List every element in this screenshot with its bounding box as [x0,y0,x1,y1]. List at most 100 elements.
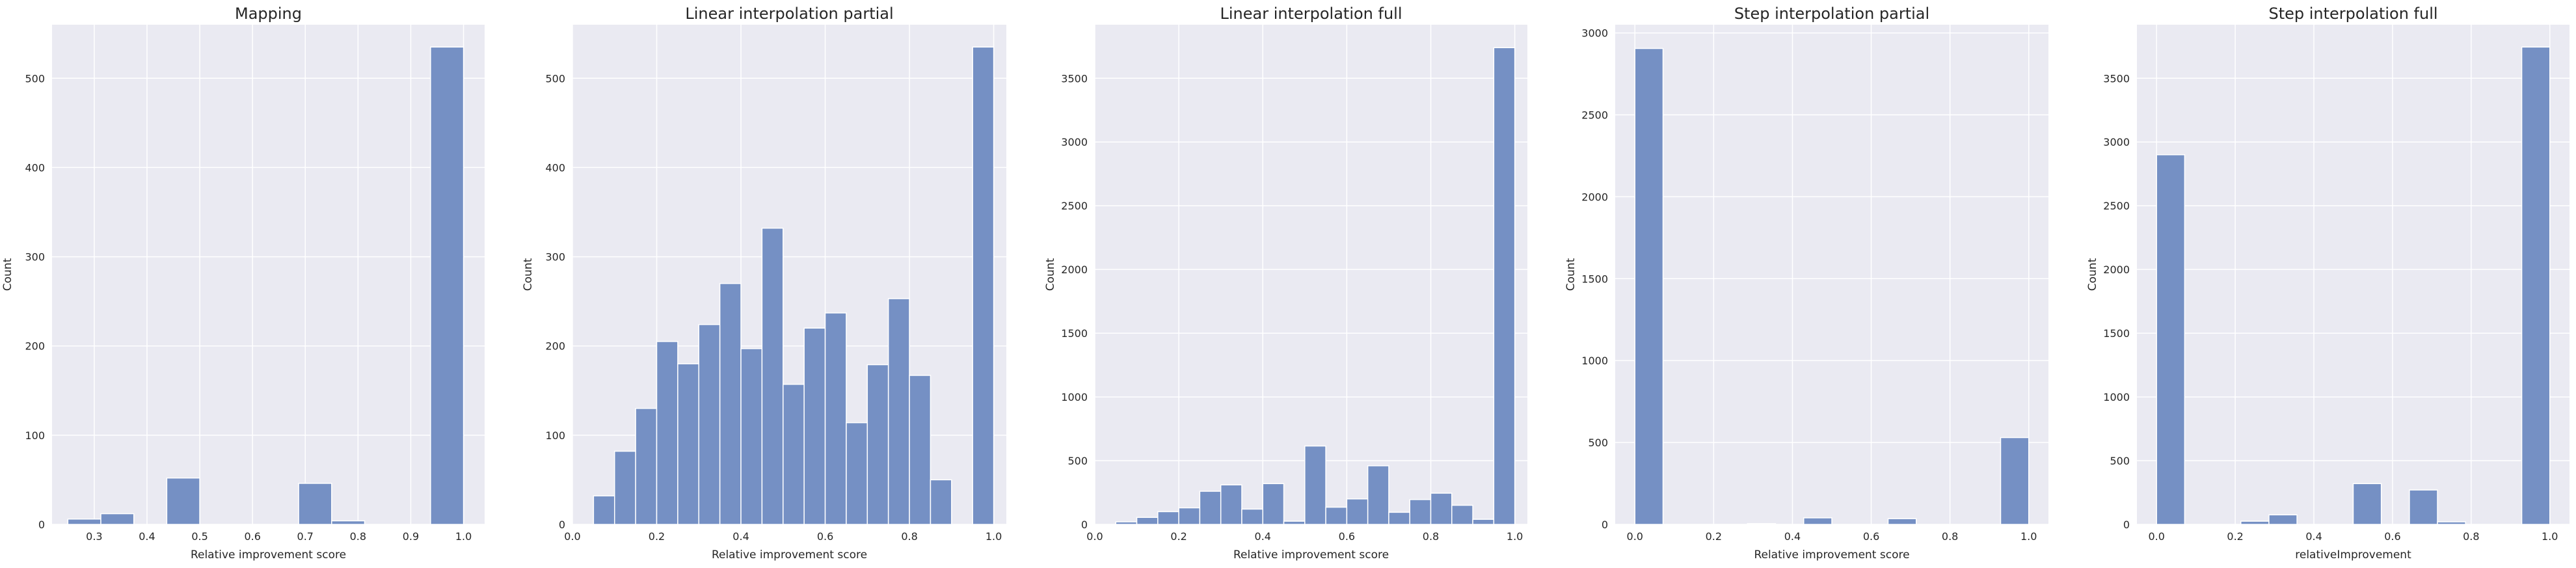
x-tick-label: 0.4 [1255,530,1271,543]
x-tick-label: 1.0 [986,530,1002,543]
histogram-bar [1262,483,1285,525]
histogram-bar [1241,508,1264,525]
chart-title: Linear interpolation partial [685,5,893,23]
histogram-bar [100,513,135,525]
y-tick-label: 2500 [1061,200,1088,212]
histogram-bar [1115,521,1138,525]
x-axis-label: relativeImprovement [2295,548,2411,561]
y-tick-label: 3000 [2103,136,2130,148]
x-tick-label: 0.7 [297,530,314,543]
x-tick-label: 0.8 [901,530,917,543]
histogram-bar [331,520,366,525]
histogram-bar [430,46,464,525]
y-tick-label: 0 [1081,519,1088,531]
chart-title: Mapping [235,5,302,23]
x-axis-label: Relative improvement score [712,548,867,561]
x-tick-label: 0.0 [1086,530,1103,543]
chart-panel-5: 0.0 0.2 0.4 0.6 0.8 1.0 0 500 1000 1500 2000 2500 30… [2086,5,2569,561]
x-tick-label: 0.4 [139,530,155,543]
x-tick-label: 1.0 [1507,530,1523,543]
histogram-bar [166,477,200,525]
histogram-bar [1199,491,1222,525]
y-tick-label: 2500 [2103,200,2130,212]
y-tick-label: 1000 [1581,355,1608,367]
x-tick-label: 0.4 [2305,530,2322,543]
y-tick-label: 0 [559,519,565,531]
y-tick-label: 100 [25,429,45,442]
x-tick-label: 0.8 [1423,530,1439,543]
histogram-bar [2156,154,2186,525]
x-tick-label: 0.8 [350,530,366,543]
y-tick-label: 500 [1067,455,1088,467]
plot-area [52,25,485,524]
histogram-bar [1409,499,1432,525]
x-axis-label: Relative improvement score [1754,548,1909,561]
y-tick-label: 0 [2123,519,2130,531]
chart-panel-2: 0.0 0.2 0.4 0.6 0.8 1.0 0 100 200 300 400 500 Linear… [522,5,1006,561]
histogram-bar [1178,507,1201,525]
histogram-bar [2352,483,2382,525]
x-axis-label: Relative improvement score [191,548,346,561]
histogram-bar [1136,517,1159,525]
histogram-bar [2000,437,2030,525]
histogram-bar [698,324,721,525]
histogram-bar [1472,519,1495,525]
x-tick-label: 1.0 [2020,530,2037,543]
y-tick-label: 400 [25,161,45,174]
histogram-bar [2437,521,2466,525]
y-tick-label: 500 [2110,455,2130,467]
y-tick-label: 500 [25,72,45,85]
x-tick-label: 0.2 [2227,530,2243,543]
x-tick-label: 0.0 [1627,530,1643,543]
y-tick-label: 300 [545,251,565,264]
x-tick-label: 0.6 [1339,530,1355,543]
histogram-bar [1634,47,1664,525]
histogram-bar [2240,521,2270,525]
y-tick-label: 3000 [1581,27,1608,40]
y-tick-label: 0 [1602,519,1608,531]
x-axis-label: Relative improvement score [1233,548,1389,561]
histogram-bar [2268,514,2298,525]
histogram-bar [972,46,995,525]
histogram-bar [719,282,742,525]
y-axis-label: Count [1564,258,1577,291]
x-tick-label: 0.9 [403,530,419,543]
x-tick-label: 0.5 [191,530,208,543]
histogram-bar [677,363,700,525]
y-tick-label: 1000 [1061,391,1088,403]
y-tick-label: 400 [545,161,565,174]
x-tick-label: 0.2 [649,530,665,543]
histogram-bar [298,483,332,525]
chart-panel-1: 0.3 0.4 0.5 0.6 0.7 0.8 0.9 1.0 0 100 200 300 400 500… [1,5,485,561]
y-tick-label: 3500 [1061,72,1088,85]
x-tick-label: 0.3 [86,530,102,543]
chart-panel-4: 0.0 0.2 0.4 0.6 0.8 1.0 0 500 1000 1500 2000 2500 30… [1564,5,2048,561]
chart-panel-3: 0.0 0.2 0.4 0.6 0.8 1.0 0 500 1000 1500 2000 2500 30… [1044,5,1527,561]
histogram-bar [1157,511,1179,525]
histogram-bar [1304,445,1326,525]
plot-area [1615,25,2048,524]
histogram-bar [866,364,889,525]
chart-title: Linear interpolation full [1220,5,1402,23]
histogram-bar [656,341,678,525]
y-tick-label: 3500 [2103,72,2130,85]
y-axis-label: Count [1044,258,1057,291]
x-tick-label: 0.0 [564,530,580,543]
y-tick-label: 1500 [1581,273,1608,285]
histogram-bar [1367,465,1389,525]
y-tick-label: 100 [545,429,565,442]
histogram-bar [930,479,952,525]
x-tick-label: 0.6 [1863,530,1879,543]
y-tick-label: 500 [545,72,565,85]
y-tick-label: 2000 [1061,264,1088,276]
x-tick-label: 0.8 [2463,530,2479,543]
chart-title: Step interpolation full [2268,5,2437,23]
histogram-bar [1220,484,1242,525]
y-tick-label: 1000 [2103,391,2130,403]
x-tick-label: 0.8 [1942,530,1958,543]
x-tick-label: 0.4 [732,530,749,543]
plot-area [1095,25,1527,524]
histogram-bar [2409,489,2438,525]
